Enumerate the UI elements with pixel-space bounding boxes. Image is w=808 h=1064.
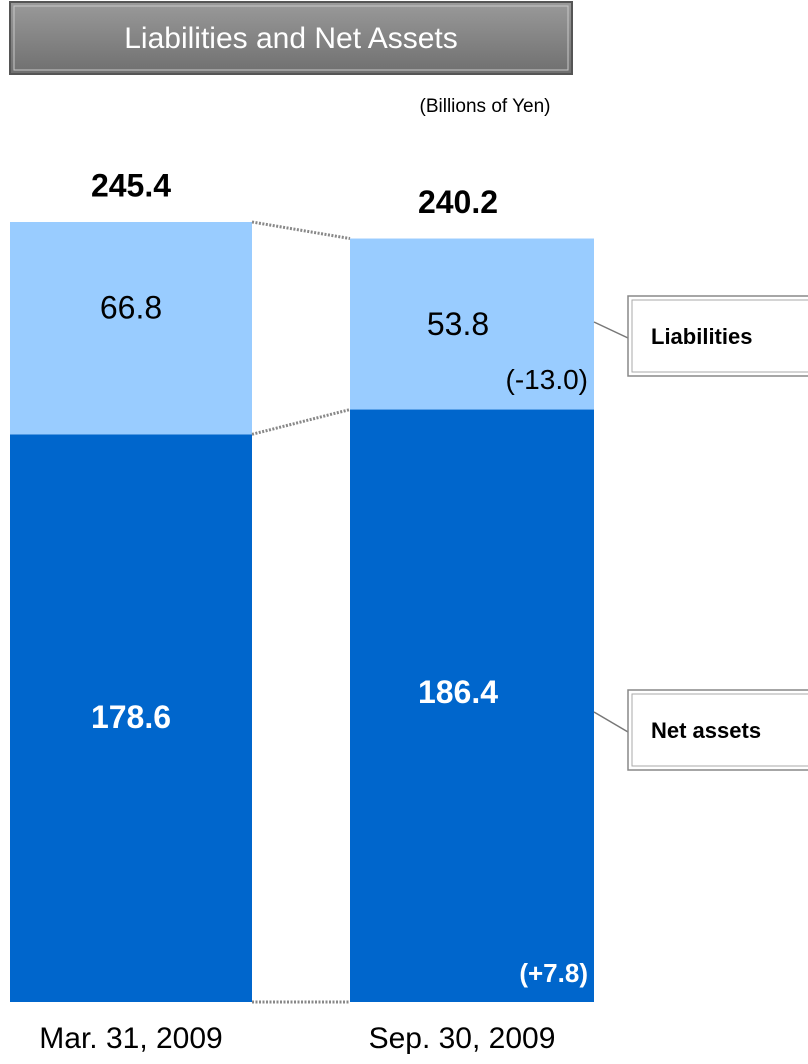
bar-segment: [350, 238, 594, 410]
total-label: 245.4: [91, 167, 171, 203]
bar-segment: [350, 409, 594, 1003]
connector-line: [251, 408, 351, 436]
legend-box-inner: [631, 693, 808, 767]
title-box: [9, 1, 573, 75]
x-tick-label: Sep. 30, 2009: [369, 1022, 556, 1055]
chart-title: Liabilities and Net Assets: [124, 22, 458, 55]
value-label: 66.8: [100, 289, 162, 325]
bar-segment: [10, 434, 252, 1002]
connector-line: [251, 220, 351, 241]
change-label: (-13.0): [506, 364, 588, 395]
total-label: 240.2: [418, 184, 498, 220]
legend-label: Liabilities: [651, 324, 752, 349]
legend-box: [627, 689, 808, 771]
value-label: 186.4: [418, 674, 498, 710]
leader-line: [593, 321, 629, 339]
bar-segment: [10, 222, 252, 435]
legend-box-inner: [631, 299, 808, 373]
unit-label: (Billions of Yen): [420, 96, 551, 117]
x-tick-label: Mar. 31, 2009: [39, 1022, 222, 1055]
legend-box: [627, 295, 808, 377]
leader-line: [593, 711, 629, 733]
value-label: 178.6: [91, 699, 171, 735]
title-box-inner: [13, 5, 569, 71]
value-label: 53.8: [427, 306, 489, 342]
legend-label: Net assets: [651, 718, 761, 743]
change-label: (+7.8): [519, 958, 588, 988]
